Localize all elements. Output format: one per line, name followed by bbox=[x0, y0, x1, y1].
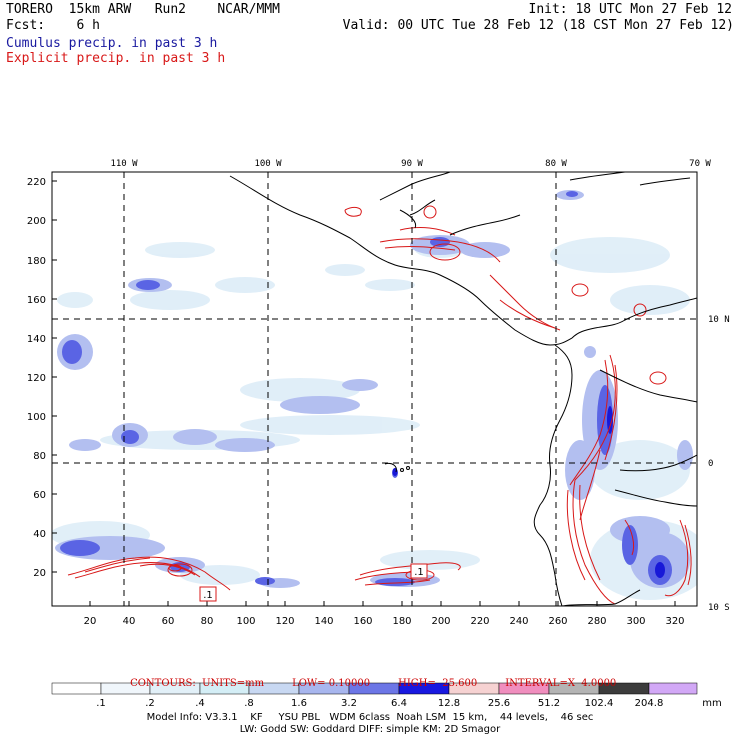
x-tick-label: 280 bbox=[587, 616, 606, 627]
contours-high: HIGH= 25.600 bbox=[398, 678, 478, 689]
y-tick-label: 60 bbox=[33, 490, 46, 501]
field-explicit-label: Explicit precip. in past 3 h bbox=[6, 51, 226, 66]
y-tick-label: 140 bbox=[27, 334, 46, 345]
x-tick-label: 180 bbox=[392, 616, 411, 627]
y-tick-label: 40 bbox=[33, 529, 46, 540]
valid-time: Valid: 00 UTC Tue 28 Feb 12 (18 CST Mon … bbox=[342, 18, 734, 33]
y-tick-label: 160 bbox=[27, 295, 46, 306]
legend-label: .4 bbox=[195, 698, 205, 709]
lat-lon-grid bbox=[52, 172, 697, 606]
x-tick-label: 300 bbox=[626, 616, 645, 627]
y-tick-label: 220 bbox=[27, 177, 46, 188]
x-tick-marks bbox=[89, 601, 676, 606]
contour-value-label: .1 bbox=[203, 590, 213, 601]
legend-label: 51.2 bbox=[538, 698, 560, 709]
x-tick-label: 160 bbox=[353, 616, 372, 627]
coastlines bbox=[229, 172, 697, 606]
y-tick-label: 20 bbox=[33, 568, 46, 579]
y-tick-marks bbox=[52, 180, 57, 573]
contour-value-box: .1 bbox=[199, 586, 217, 602]
map-frame bbox=[51, 171, 698, 607]
cumulus-precip-shading bbox=[52, 190, 697, 600]
x-tick-label: 40 bbox=[123, 616, 136, 627]
x-tick-label: 60 bbox=[162, 616, 175, 627]
x-tick-label: 20 bbox=[84, 616, 97, 627]
lon-label: 100 W bbox=[254, 159, 282, 169]
contours-low: LOW= 0.10000 bbox=[292, 678, 371, 689]
field-cumulus-label: Cumulus precip. in past 3 h bbox=[6, 36, 218, 51]
y-tick-label: 80 bbox=[33, 451, 46, 462]
lat-label: 10 S bbox=[708, 603, 730, 613]
contour-value-label: .1 bbox=[414, 567, 424, 578]
y-tick-label: 120 bbox=[27, 373, 46, 384]
model-info-line: Model Info: V3.3.1 KF YSU PBL WDM 6class… bbox=[146, 712, 594, 723]
forecast-hour: Fcst: 6 h bbox=[6, 18, 100, 33]
contour-value-box: .1 bbox=[410, 563, 428, 579]
legend-label: 6.4 bbox=[391, 698, 407, 709]
x-tick-label: 240 bbox=[509, 616, 528, 627]
lon-label: 80 W bbox=[545, 159, 567, 169]
legend-label: 25.6 bbox=[488, 698, 510, 709]
x-tick-label: 80 bbox=[201, 616, 214, 627]
x-tick-label: 260 bbox=[548, 616, 567, 627]
physics-info-line: LW: Godd SW: Goddard DIFF: simple KM: 2D… bbox=[239, 724, 501, 735]
lat-label: 0 bbox=[708, 459, 713, 469]
lat-label: 10 N bbox=[708, 315, 730, 325]
contours-units: CONTOURS: UNITS=mm bbox=[130, 678, 265, 689]
legend-label: 204.8 bbox=[635, 698, 664, 709]
legend-label: 1.6 bbox=[291, 698, 307, 709]
init-time: Init: 18 UTC Mon 27 Feb 12 bbox=[528, 2, 733, 17]
x-tick-label: 100 bbox=[236, 616, 255, 627]
model-title: TORERO 15km ARW Run2 NCAR/MMM bbox=[6, 2, 280, 17]
legend-label: 3.2 bbox=[341, 698, 357, 709]
y-tick-label: 180 bbox=[27, 256, 46, 267]
explicit-precip-contours bbox=[67, 205, 692, 605]
legend-label: 12.8 bbox=[438, 698, 460, 709]
x-tick-label: 320 bbox=[665, 616, 684, 627]
legend-label: .1 bbox=[96, 698, 106, 709]
legend-label: .8 bbox=[244, 698, 254, 709]
lon-label: 110 W bbox=[110, 159, 138, 169]
lon-label: 70 W bbox=[689, 159, 711, 169]
lon-label: 90 W bbox=[401, 159, 423, 169]
legend-label: .2 bbox=[145, 698, 155, 709]
x-tick-label: 220 bbox=[470, 616, 489, 627]
y-tick-label: 100 bbox=[27, 412, 46, 423]
legend-label: 102.4 bbox=[585, 698, 614, 709]
contours-interval: INTERVAL=X 4.0000 bbox=[505, 678, 617, 689]
legend-unit: mm bbox=[702, 698, 721, 709]
contours-info: CONTOURS: UNITS=mm LOW= 0.10000 HIGH= 25.6… bbox=[0, 667, 740, 689]
x-tick-label: 140 bbox=[314, 616, 333, 627]
x-tick-label: 200 bbox=[431, 616, 450, 627]
x-tick-label: 120 bbox=[275, 616, 294, 627]
y-tick-label: 200 bbox=[27, 216, 46, 227]
legend-color-bar bbox=[51, 682, 698, 695]
